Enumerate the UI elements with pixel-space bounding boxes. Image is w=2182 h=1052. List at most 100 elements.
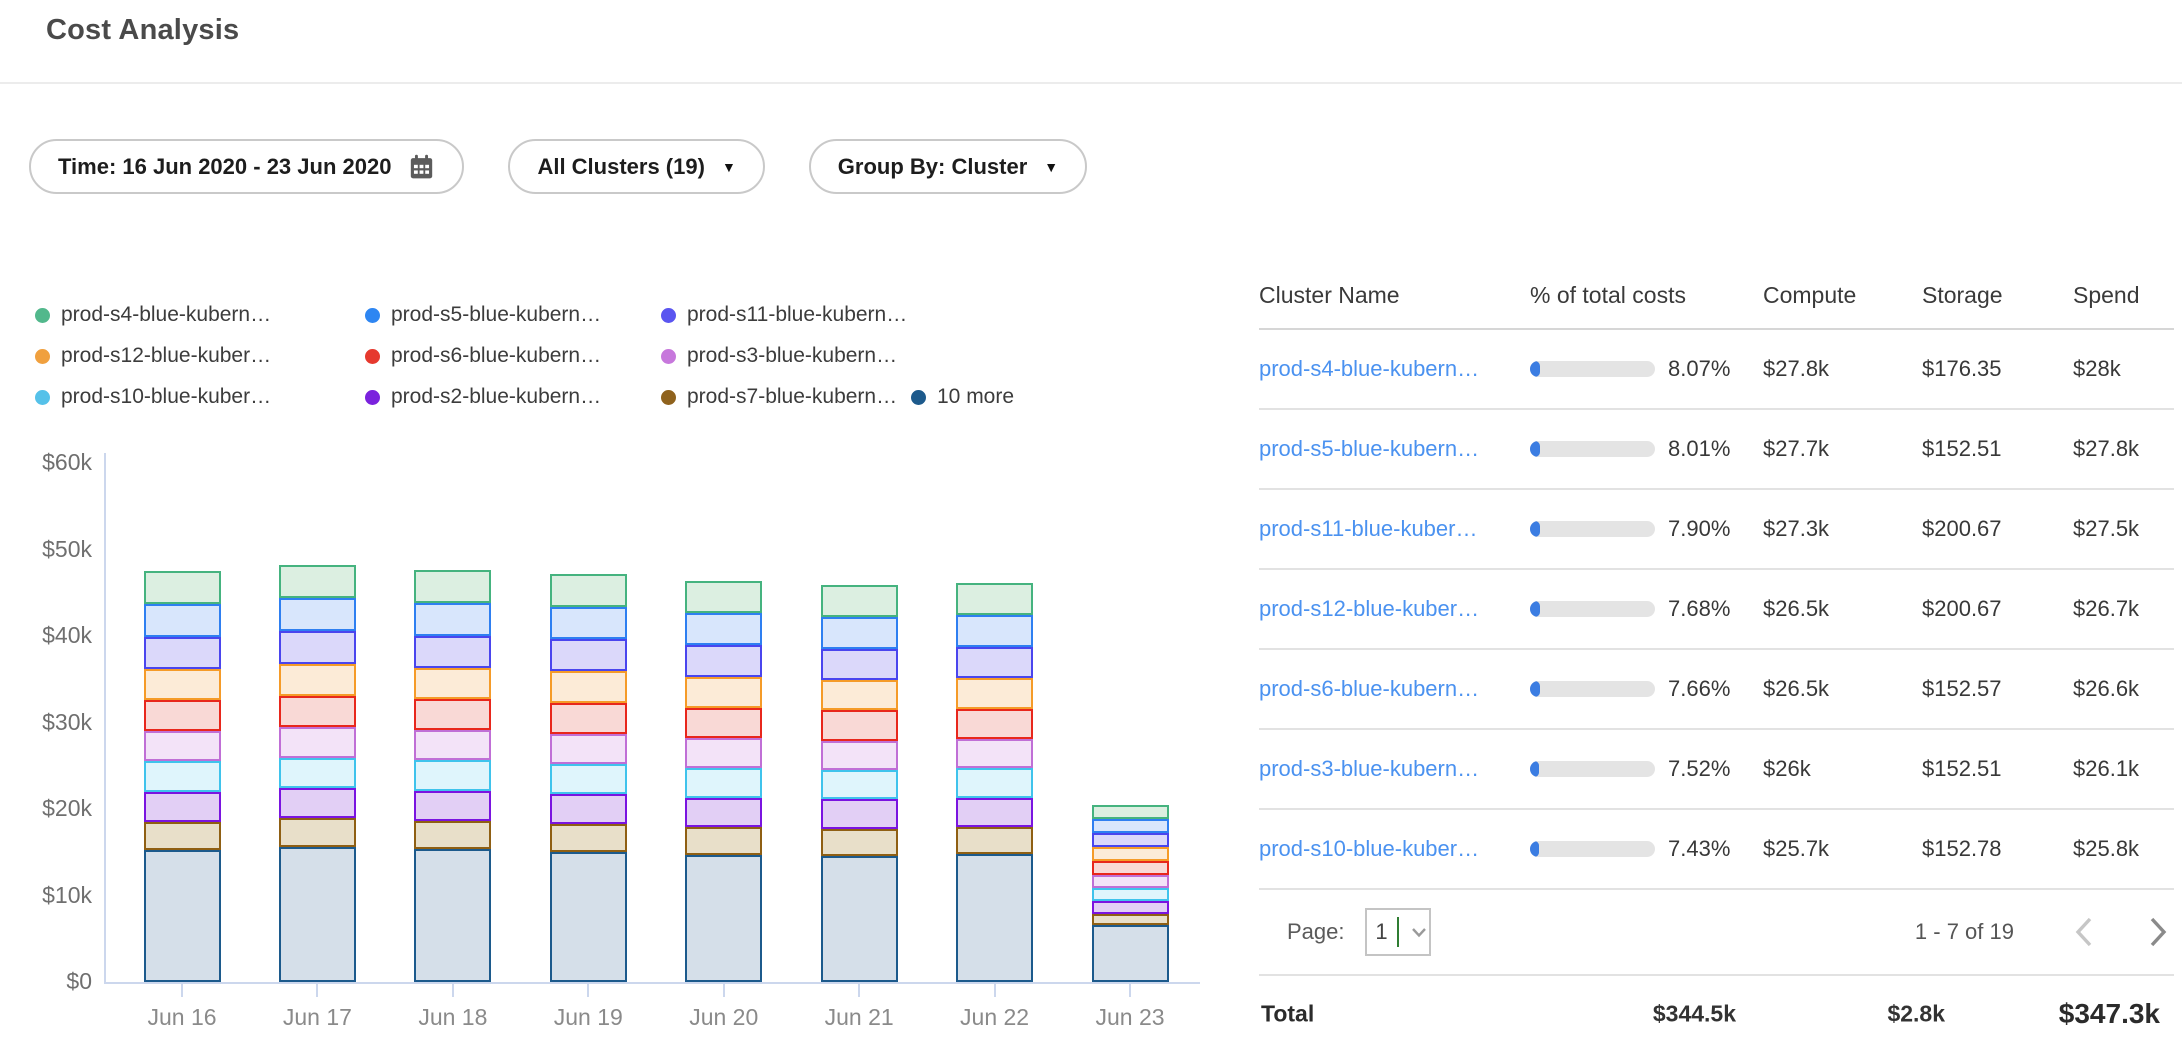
- bar-segment[interactable]: [685, 798, 762, 827]
- bar-segment[interactable]: [144, 637, 221, 669]
- legend-item[interactable]: prod-s11-blue-kubern…: [661, 302, 911, 328]
- legend-item[interactable]: prod-s2-blue-kubern…: [365, 384, 661, 410]
- bar-segment[interactable]: [144, 822, 221, 850]
- bar-segment[interactable]: [821, 649, 898, 680]
- bar-segment[interactable]: [414, 849, 491, 982]
- bar-segment[interactable]: [821, 799, 898, 828]
- bar-segment[interactable]: [550, 639, 627, 671]
- bar-segment[interactable]: [821, 680, 898, 710]
- clusters-filter[interactable]: All Clusters (19) ▼: [508, 139, 764, 194]
- bar-segment[interactable]: [821, 617, 898, 649]
- previous-page-button[interactable]: [2072, 914, 2096, 950]
- legend-item[interactable]: 10 more: [911, 384, 1014, 410]
- bar-segment[interactable]: [956, 709, 1033, 739]
- cluster-name-link[interactable]: prod-s6-blue-kubern…: [1259, 676, 1530, 702]
- bar-segment[interactable]: [414, 821, 491, 849]
- bar-segment[interactable]: [1092, 925, 1169, 982]
- stacked-bar[interactable]: [550, 574, 627, 982]
- bar-segment[interactable]: [956, 827, 1033, 854]
- bar-segment[interactable]: [550, 574, 627, 607]
- bar-segment[interactable]: [279, 631, 356, 664]
- bar-segment[interactable]: [414, 636, 491, 668]
- bar-segment[interactable]: [279, 696, 356, 727]
- bar-segment[interactable]: [685, 768, 762, 797]
- bar-segment[interactable]: [279, 847, 356, 982]
- bar-segment[interactable]: [550, 671, 627, 702]
- stacked-bar[interactable]: [414, 570, 491, 982]
- bar-segment[interactable]: [956, 854, 1033, 982]
- stacked-bar[interactable]: [956, 583, 1033, 982]
- bar-segment[interactable]: [279, 565, 356, 598]
- bar-segment[interactable]: [956, 647, 1033, 678]
- bar-segment[interactable]: [279, 788, 356, 818]
- cluster-name-link[interactable]: prod-s4-blue-kubern…: [1259, 356, 1530, 382]
- cluster-name-link[interactable]: prod-s12-blue-kuber…: [1259, 596, 1530, 622]
- cluster-name-link[interactable]: prod-s10-blue-kuber…: [1259, 836, 1530, 862]
- bar-segment[interactable]: [144, 604, 221, 637]
- legend-item[interactable]: prod-s7-blue-kubern…: [661, 384, 911, 410]
- bar-segment[interactable]: [144, 700, 221, 731]
- bar-segment[interactable]: [956, 678, 1033, 708]
- bar-segment[interactable]: [685, 581, 762, 613]
- bar-segment[interactable]: [414, 699, 491, 730]
- stacked-bar[interactable]: [685, 581, 762, 982]
- bar-segment[interactable]: [956, 583, 1033, 615]
- bar-segment[interactable]: [144, 669, 221, 700]
- bar-segment[interactable]: [821, 829, 898, 856]
- bar-segment[interactable]: [956, 739, 1033, 768]
- stacked-bar[interactable]: [279, 565, 356, 982]
- bar-segment[interactable]: [279, 598, 356, 631]
- bar-segment[interactable]: [414, 760, 491, 790]
- bar-segment[interactable]: [821, 585, 898, 617]
- stacked-bar[interactable]: [1092, 805, 1169, 982]
- bar-segment[interactable]: [685, 613, 762, 645]
- bar-segment[interactable]: [1092, 805, 1169, 820]
- bar-segment[interactable]: [1092, 861, 1169, 875]
- legend-item[interactable]: prod-s12-blue-kuber…: [35, 343, 365, 369]
- bar-segment[interactable]: [685, 645, 762, 677]
- bar-segment[interactable]: [685, 855, 762, 982]
- bar-segment[interactable]: [144, 761, 221, 791]
- bar-segment[interactable]: [550, 764, 627, 794]
- bar-segment[interactable]: [685, 738, 762, 768]
- legend-item[interactable]: prod-s6-blue-kubern…: [365, 343, 661, 369]
- bar-segment[interactable]: [414, 603, 491, 636]
- bar-segment[interactable]: [550, 824, 627, 852]
- next-page-button[interactable]: [2146, 914, 2170, 950]
- bar-segment[interactable]: [414, 791, 491, 821]
- bar-segment[interactable]: [1092, 875, 1169, 888]
- bar-segment[interactable]: [279, 758, 356, 788]
- bar-segment[interactable]: [956, 768, 1033, 797]
- bar-segment[interactable]: [414, 668, 491, 699]
- legend-item[interactable]: prod-s3-blue-kubern…: [661, 343, 911, 369]
- bar-segment[interactable]: [550, 734, 627, 764]
- bar-segment[interactable]: [144, 850, 221, 982]
- bar-segment[interactable]: [1092, 914, 1169, 925]
- bar-segment[interactable]: [144, 792, 221, 822]
- stacked-bar[interactable]: [821, 585, 898, 982]
- bar-segment[interactable]: [414, 730, 491, 760]
- bar-segment[interactable]: [685, 708, 762, 738]
- group-by-filter[interactable]: Group By: Cluster ▼: [809, 139, 1087, 194]
- bar-segment[interactable]: [414, 570, 491, 603]
- cluster-name-link[interactable]: prod-s11-blue-kuber…: [1259, 516, 1530, 542]
- cluster-name-link[interactable]: prod-s5-blue-kubern…: [1259, 436, 1530, 462]
- bar-segment[interactable]: [821, 741, 898, 770]
- bar-segment[interactable]: [821, 710, 898, 740]
- bar-segment[interactable]: [1092, 847, 1169, 861]
- bar-segment[interactable]: [821, 856, 898, 982]
- bar-segment[interactable]: [1092, 888, 1169, 901]
- bar-segment[interactable]: [279, 818, 356, 847]
- legend-item[interactable]: prod-s4-blue-kubern…: [35, 302, 365, 328]
- legend-item[interactable]: prod-s5-blue-kubern…: [365, 302, 661, 328]
- time-range-filter[interactable]: Time: 16 Jun 2020 - 23 Jun 2020: [29, 139, 464, 194]
- bar-segment[interactable]: [685, 677, 762, 708]
- bar-segment[interactable]: [1092, 901, 1169, 914]
- stacked-bar[interactable]: [144, 571, 221, 982]
- bar-segment[interactable]: [550, 607, 627, 640]
- page-select[interactable]: 1: [1365, 908, 1431, 956]
- bar-segment[interactable]: [550, 703, 627, 734]
- legend-item[interactable]: prod-s10-blue-kuber…: [35, 384, 365, 410]
- cluster-name-link[interactable]: prod-s3-blue-kubern…: [1259, 756, 1530, 782]
- bar-segment[interactable]: [821, 770, 898, 799]
